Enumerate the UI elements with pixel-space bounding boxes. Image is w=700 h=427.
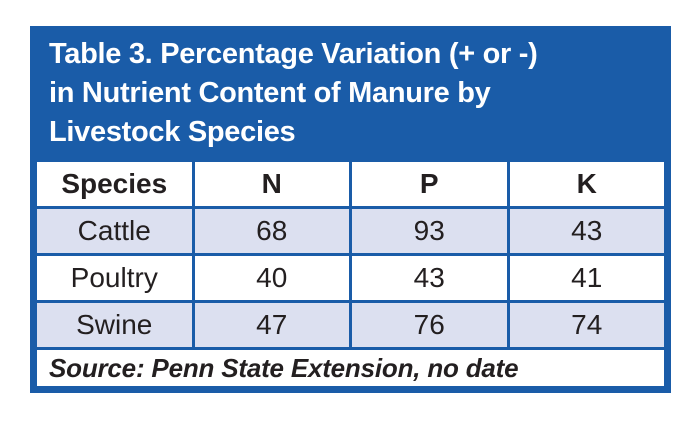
cell-n-value: 68	[191, 206, 352, 256]
table-row-swine: Swine 47 76 74	[34, 300, 667, 350]
table-title-line-2: in Nutrient Content of Manure by	[49, 77, 491, 109]
cell-k-value: 74	[506, 300, 667, 350]
table-title-line-3: Livestock Species	[49, 116, 296, 148]
nutrient-variation-table: Species N P K Cattle 68 93 43 Poultry 40…	[34, 159, 667, 389]
table-card: Table 3. Percentage Variation (+ or -) i…	[30, 26, 671, 393]
cell-species: Poultry	[34, 253, 195, 303]
cell-p-value: 93	[349, 206, 510, 256]
table-row-cattle: Cattle 68 93 43	[34, 206, 667, 256]
cell-k-value: 43	[506, 206, 667, 256]
cell-n-value: 47	[191, 300, 352, 350]
cell-p-value: 76	[349, 300, 510, 350]
table-title-line-1: Table 3. Percentage Variation (+ or -)	[49, 38, 538, 70]
table-row-poultry: Poultry 40 43 41	[34, 253, 667, 303]
table-header-row: Species N P K	[34, 159, 667, 209]
column-header-p: P	[349, 159, 510, 209]
column-header-species: Species	[34, 159, 195, 209]
table-source-row: Source: Penn State Extension, no date	[34, 347, 667, 389]
source-citation: Source: Penn State Extension, no date	[34, 347, 667, 389]
cell-species: Swine	[34, 300, 195, 350]
column-header-n: N	[191, 159, 352, 209]
cell-p-value: 43	[349, 253, 510, 303]
cell-n-value: 40	[191, 253, 352, 303]
column-header-k: K	[506, 159, 667, 209]
cell-species: Cattle	[34, 206, 195, 256]
cell-k-value: 41	[506, 253, 667, 303]
table-title: Table 3. Percentage Variation (+ or -) i…	[34, 30, 667, 159]
